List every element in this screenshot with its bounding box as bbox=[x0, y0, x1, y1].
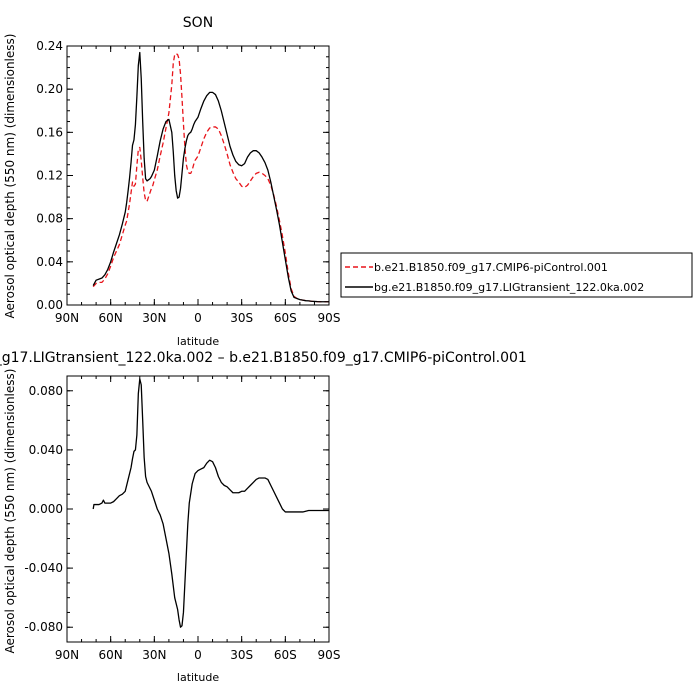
top-y-tick-label: 0.04 bbox=[36, 255, 63, 269]
top-panel-ylabel: Aerosol optical depth (550 nm) (dimensio… bbox=[3, 34, 17, 319]
top-x-tick-label: 90S bbox=[318, 311, 341, 325]
legend-box bbox=[340, 252, 693, 298]
bottom-x-tick-label: 90N bbox=[55, 648, 79, 662]
bottom-x-tick-label: 30N bbox=[142, 648, 166, 662]
bottom-x-tick-label: 60N bbox=[99, 648, 123, 662]
top-x-tick-label: 60S bbox=[274, 311, 297, 325]
bottom-x-tick-label: 30S bbox=[230, 648, 253, 662]
legend-label-picontrol: b.e21.B1850.f09_g17.CMIP6-piControl.001 bbox=[374, 261, 608, 274]
bottom-panel-xlabel: latitude bbox=[177, 671, 219, 684]
top-x-tick-label: 90N bbox=[55, 311, 79, 325]
top-x-tick-label: 30N bbox=[142, 311, 166, 325]
bottom-panel-title: bg.e21.B1850.f09_g17.LIGtransient_122.0k… bbox=[0, 350, 527, 366]
bottom-x-tick-label: 60S bbox=[274, 648, 297, 662]
bottom-panel-frame bbox=[66, 375, 330, 643]
bottom-y-tick-label: 0.080 bbox=[29, 384, 63, 398]
bottom-x-tick-label: 90S bbox=[318, 648, 341, 662]
top-panel-title: SON bbox=[183, 15, 213, 31]
top-x-tick-label: 60N bbox=[99, 311, 123, 325]
bottom-y-tick-label: 0.040 bbox=[29, 443, 63, 457]
top-y-tick-label: 0.12 bbox=[36, 169, 63, 183]
top-panel-xlabel: latitude bbox=[177, 335, 219, 348]
top-y-tick-label: 0.16 bbox=[36, 125, 63, 139]
bottom-panel: bg.e21.B1850.f09_g17.LIGtransient_122.0k… bbox=[0, 350, 527, 684]
top-x-tick-label: 30S bbox=[230, 311, 253, 325]
top-y-tick-label: 0.20 bbox=[36, 82, 63, 96]
top-panel-ticks: 90N 60N 30N 0 30S 60S 90S 0.00 0.04 0.08 0.12 0.16 0… bbox=[36, 39, 340, 325]
top-panel-frame bbox=[66, 45, 330, 306]
top-y-tick-label: 0.24 bbox=[36, 39, 63, 53]
bottom-y-tick-label: -0.040 bbox=[24, 561, 63, 575]
bottom-y-tick-label: 0.000 bbox=[29, 502, 63, 516]
bottom-series-line-0 bbox=[92, 378, 329, 628]
legend-label-ligtransient: bg.e21.B1850.f09_g17.LIGtransient_122.0k… bbox=[374, 281, 644, 294]
top-panel: SON Aerosol optical depth (550 nm) (dime… bbox=[3, 15, 693, 348]
legend: b.e21.B1850.f09_g17.CMIP6-piControl.001 … bbox=[340, 252, 693, 298]
bottom-y-tick-label: -0.080 bbox=[24, 620, 63, 634]
top-y-tick-label: 0.08 bbox=[36, 212, 63, 226]
top-panel-lines bbox=[92, 51, 329, 303]
bottom-panel-lines bbox=[92, 378, 329, 628]
top-y-tick-label: 0.00 bbox=[36, 298, 63, 312]
top-series-line-0 bbox=[92, 52, 329, 303]
bottom-panel-ylabel: Aerosol optical depth (550 nm) (dimensio… bbox=[3, 369, 17, 654]
bottom-x-tick-label: 0 bbox=[194, 648, 202, 662]
top-series-line-1 bbox=[92, 51, 329, 303]
top-x-tick-label: 0 bbox=[194, 311, 202, 325]
